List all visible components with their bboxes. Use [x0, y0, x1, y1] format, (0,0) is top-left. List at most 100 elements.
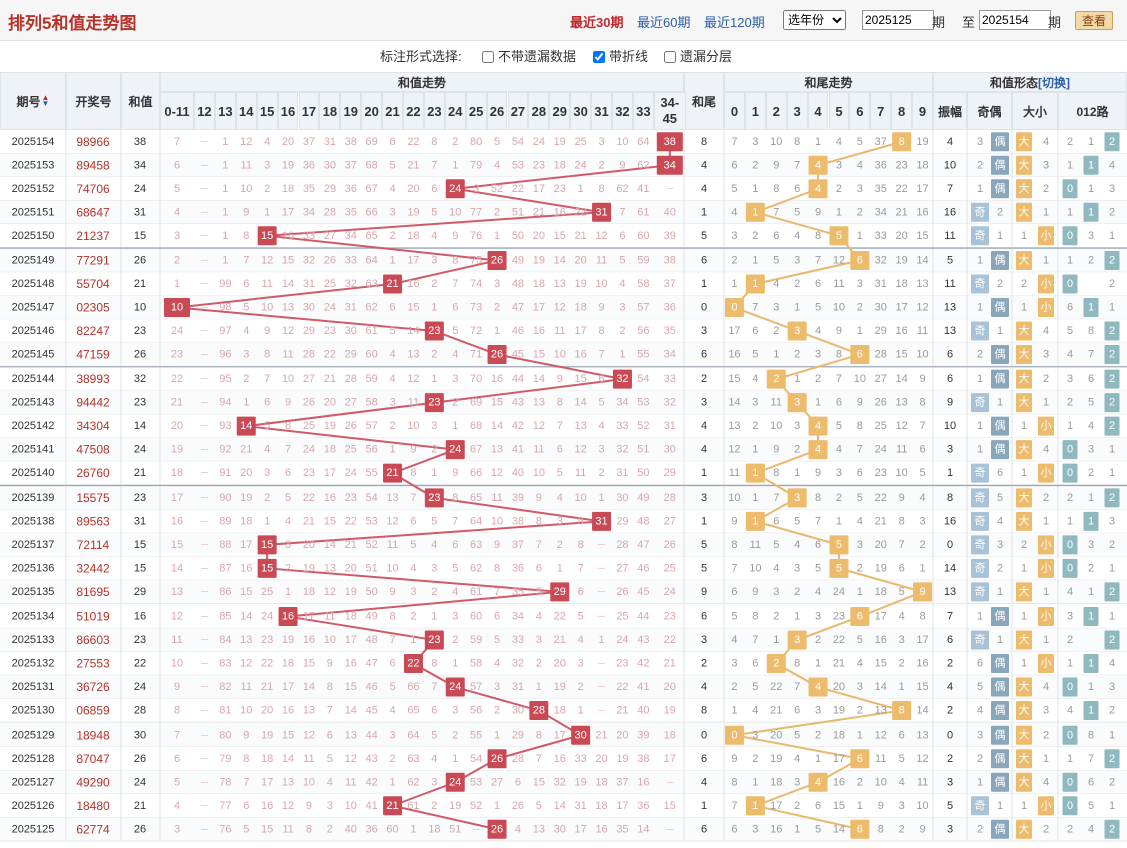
sum-miss-cell: 59	[366, 373, 378, 385]
col-issue-header[interactable]: 期号 ▲ ▼	[0, 72, 66, 130]
oe-miss-cell: 6	[977, 658, 983, 670]
tail-miss-cell: 24	[875, 444, 887, 456]
sum-miss-cell: 12	[261, 254, 273, 266]
sum-value: 26	[134, 753, 146, 765]
sum-miss-cell: 33	[575, 753, 587, 765]
sum-miss-cell: 25	[616, 611, 628, 623]
sum-miss-cell: 16	[303, 634, 315, 646]
to-issue-input[interactable]	[979, 10, 1051, 30]
big-badge	[1016, 393, 1032, 413]
sum-miss-cell: 15	[575, 373, 587, 385]
query-button[interactable]: 查看	[1075, 11, 1113, 30]
sum-miss-cell: 17	[616, 800, 628, 812]
option-layer-checkbox[interactable]	[664, 51, 676, 63]
route-miss-cell: 1	[1109, 467, 1115, 479]
sum-miss-cell: 56	[637, 325, 649, 337]
switch-link[interactable]: [切换]	[1038, 75, 1070, 90]
sum-miss-cell: —	[201, 446, 208, 453]
sum-miss-cell: 12	[324, 586, 336, 598]
tail-miss-cell: 5	[857, 634, 863, 646]
sum-miss-cell: 68	[366, 159, 378, 171]
sum-ball	[424, 321, 444, 341]
sum-miss-cell: 19	[282, 159, 294, 171]
sum-miss-cell: 23	[171, 348, 183, 360]
sum-miss-cell: 21	[575, 230, 587, 242]
sum-value: 24	[134, 681, 146, 693]
sum-miss-cell: 5	[452, 325, 458, 337]
big-badge	[1016, 725, 1032, 745]
sum-miss-cell: 1	[452, 753, 458, 765]
tail-value: 6	[701, 753, 707, 765]
range-60-link[interactable]: 最近60期	[637, 15, 691, 30]
tail-miss-cell: 8	[794, 658, 800, 670]
from-issue-input[interactable]	[862, 10, 934, 30]
big-badge-value: 大	[1019, 395, 1030, 409]
draw-number: 21237	[76, 229, 110, 243]
sum-ball	[236, 416, 256, 436]
sum-miss-cell: 10	[595, 278, 607, 290]
year-select[interactable]: 选年份	[783, 10, 846, 30]
sum-miss-cell: 57	[366, 420, 378, 432]
sum-miss-cell: 1	[389, 254, 395, 266]
draw-number: 55704	[76, 277, 110, 291]
option-layer[interactable]: 遗漏分层	[664, 46, 732, 65]
sum-miss-cell: 15	[303, 658, 315, 670]
sum-miss-cell: —	[201, 399, 208, 406]
tail-miss-cell: 5	[752, 348, 758, 360]
option-no-miss[interactable]: 不带遗漏数据	[482, 46, 576, 65]
sum-miss-cell: 22	[171, 373, 183, 385]
sum-miss-cell: 39	[637, 729, 649, 741]
sum-ball-value: 26	[491, 823, 503, 835]
sum-miss-cell: 28	[664, 492, 676, 504]
tail-ball	[850, 344, 870, 364]
sum-miss-cell: 8	[327, 681, 333, 693]
option-line-checkbox[interactable]	[593, 51, 605, 63]
route-1-badge-value: 1	[1088, 515, 1094, 527]
sum-miss-cell: 45	[512, 348, 524, 360]
sum-miss-cell: 14	[637, 823, 649, 835]
sum-miss-cell: 9	[536, 492, 542, 504]
bs-miss-cell: 3	[1043, 159, 1049, 171]
range-120-link[interactable]: 最近120期	[704, 15, 765, 30]
sum-miss-cell: 21	[407, 159, 419, 171]
col-bs-header: 大小	[1012, 92, 1058, 130]
tail-miss-cell: 2	[794, 586, 800, 598]
sum-trend-header: 和值走势	[160, 72, 684, 92]
sum-ball-value: 21	[386, 467, 398, 479]
tail-value: 8	[701, 705, 707, 717]
sum-miss-cell: 15	[261, 823, 273, 835]
tail-miss-cell: 4	[857, 159, 863, 171]
even-badge	[991, 654, 1009, 674]
tail-ball	[787, 393, 807, 413]
sum-miss-cell: 63	[407, 753, 419, 765]
option-no-miss-label: 不带遗漏数据	[498, 49, 577, 64]
sum-miss-cell: —	[201, 707, 208, 714]
tail-miss-cell: 13	[916, 729, 928, 741]
range-30-link[interactable]: 最近30期	[570, 15, 624, 30]
sum-miss-cell: 21	[324, 373, 336, 385]
sum-miss-cell: 5	[536, 586, 542, 598]
tail-miss-cell: 6	[857, 467, 863, 479]
tail-miss-cell: 31	[875, 278, 887, 290]
tail-ball	[745, 463, 765, 483]
option-no-miss-checkbox[interactable]	[482, 51, 494, 63]
sum-miss-cell: —	[201, 185, 208, 192]
option-line[interactable]: 带折线	[593, 46, 648, 65]
sum-miss-cell: 28	[324, 206, 336, 218]
sum-miss-cell: 17	[554, 729, 566, 741]
bs-miss-cell: 1	[1043, 397, 1049, 409]
even-badge	[991, 179, 1009, 199]
sum-miss-cell: 45	[637, 586, 649, 598]
tail-value: 8	[701, 136, 707, 148]
sum-value: 23	[134, 634, 146, 646]
tail-miss-cell: 5	[899, 586, 905, 598]
tail-miss-cell: 9	[919, 373, 925, 385]
sum-miss-cell: 12	[240, 136, 252, 148]
sum-miss-cell: 16	[554, 206, 566, 218]
tail-miss-cell: 2	[836, 183, 842, 195]
sum-value: 34	[134, 159, 146, 171]
amp-value: 9	[947, 397, 953, 409]
tail-ball-value: 5	[836, 539, 842, 551]
oe-miss-cell: 1	[997, 230, 1003, 242]
sort-icon[interactable]: ▲ ▼	[41, 93, 50, 108]
